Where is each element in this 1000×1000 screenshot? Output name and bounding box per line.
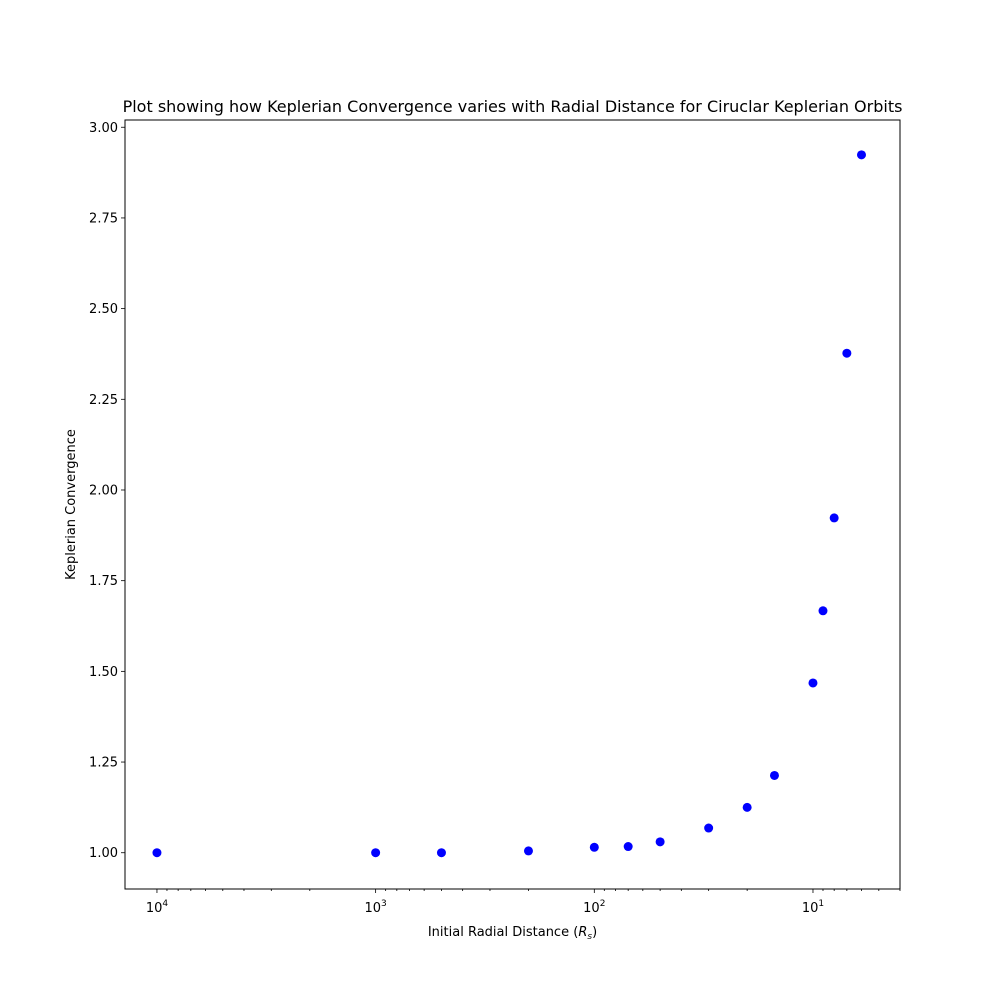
data-point-4 [589,842,599,852]
y-tick-label-4: 2.00 [89,483,118,498]
data-point-5 [623,842,633,852]
data-point-12 [829,513,839,523]
data-point-2 [436,848,446,858]
data-point-11 [818,606,828,616]
x-tick-label-0: 104 [146,899,169,916]
y-tick-label-2: 1.50 [89,665,118,680]
x-tick-label-1: 103 [364,899,386,916]
y-tick-label-3: 1.75 [89,574,118,589]
data-point-10 [808,678,818,688]
data-point-8 [742,802,752,812]
y-tick-label-7: 2.75 [89,211,118,226]
plot-area: 104 103 102 101 1.00 1.25 1.50 1.75 2.00 2.25 2.5… [89,119,901,916]
y-tick-label-1: 1.25 [89,756,118,771]
y-tick-label-6: 2.50 [89,302,118,317]
y-axis-ticks: 1.00 1.25 1.50 1.75 2.00 2.25 2.50 2.75 3.00 [89,121,125,861]
x-axis-label-unit: R [578,925,587,940]
y-axis-label: Keplerian Convergence [64,429,79,580]
data-point-1 [371,848,381,858]
chart-title: Plot showing how Keplerian Convergence v… [123,97,903,116]
scatter-series [152,150,866,858]
x-axis-label-unit-subscript: s [587,932,592,942]
x-axis-ticks: 104 103 102 101 [146,889,901,916]
data-point-13 [842,348,852,358]
y-tick-label-5: 2.25 [89,393,118,408]
data-point-7 [704,823,714,833]
data-point-14 [856,150,866,160]
x-axis-label-text: Initial Radial Distance [428,925,569,940]
axes-frame [124,119,901,890]
data-point-6 [655,837,665,847]
data-point-0 [152,848,162,858]
x-axis-label: Initial Radial Distance (Rs) [428,925,597,942]
x-tick-label-3: 101 [802,899,824,916]
x-tick-label-2: 102 [583,899,605,916]
data-point-3 [523,846,533,856]
data-point-9 [769,770,779,780]
y-tick-label-0: 1.00 [89,846,118,861]
y-tick-label-8: 3.00 [89,121,118,136]
